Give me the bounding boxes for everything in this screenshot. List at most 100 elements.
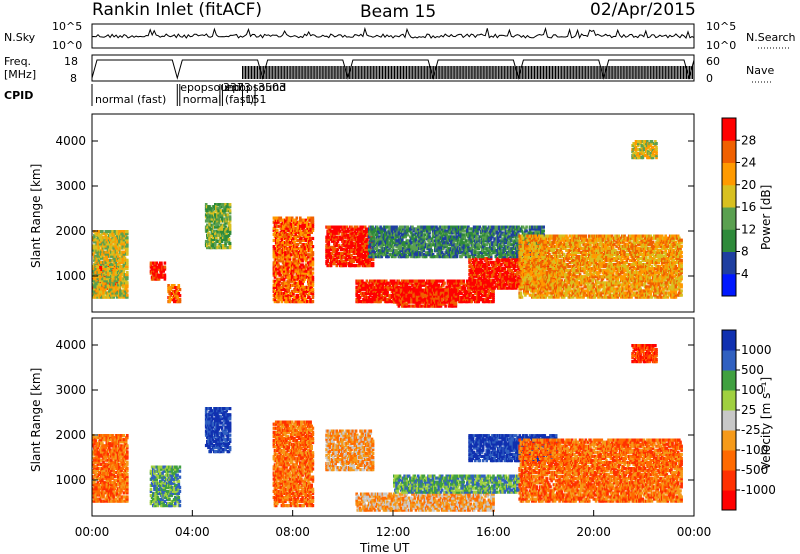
heatmap-cell (276, 229, 279, 232)
heatmap-cell (297, 294, 300, 297)
heatmap-cell (229, 203, 232, 206)
heatmap-cell (444, 305, 447, 308)
heatmap-cell (290, 253, 293, 256)
heatmap-cell (290, 300, 293, 303)
cpid-entry: normal (fast) (95, 93, 166, 106)
heatmap-cell (160, 262, 163, 265)
heatmap-cell (312, 245, 315, 248)
heatmap-cell (407, 280, 410, 283)
heatmap-cell (312, 251, 315, 254)
heatmap-cell (436, 280, 439, 283)
freq-tick-bottom: 8 (70, 72, 77, 85)
heatmap-cell (372, 262, 375, 265)
nave-tick-bottom: 0 (706, 72, 713, 85)
heatmap-cell (500, 263, 503, 266)
heatmap-cell (276, 225, 279, 228)
nsearch-label: N.Search (746, 31, 796, 44)
heatmap-cell (469, 259, 472, 262)
heatmap-cell (126, 236, 129, 239)
nsky-tick-bottom: 10^0 (52, 39, 82, 52)
heatmap-cell (479, 287, 482, 290)
heatmap-cell (310, 241, 313, 244)
heatmap-cell (312, 237, 315, 240)
heatmap-cell (156, 262, 159, 265)
nave-bars (243, 66, 695, 79)
nsky-panel: N.Sky 10^5 10^0 10^5 10^0 N.Search (4, 20, 796, 52)
heatmap-cell (179, 294, 182, 297)
heatmap-cell (126, 271, 129, 274)
heatmap-cell (312, 276, 315, 279)
heatmap-cell (227, 246, 230, 249)
heatmap-cell (297, 243, 300, 246)
heatmap-cell (447, 295, 450, 298)
heatmap-cell (489, 283, 492, 286)
nsearch-tick-top: 10^5 (706, 20, 736, 33)
heatmap-cell (312, 257, 315, 260)
freq-tick-top: 18 (64, 55, 78, 68)
heatmap-cell (274, 247, 277, 250)
heatmap-cell (440, 289, 443, 292)
heatmap-cell (410, 299, 413, 302)
nsearch-tick-bottom: 10^0 (706, 39, 736, 52)
nave-tick-top: 60 (706, 55, 720, 68)
heatmap-cell (280, 217, 283, 220)
heatmap-cell (294, 259, 297, 262)
heatmap-cell (366, 280, 369, 283)
beam-title: Beam 15 (360, 2, 436, 22)
cpid-entry: 151 (246, 93, 267, 106)
heatmap-cell (362, 226, 365, 229)
heatmap-cell (412, 289, 415, 292)
heatmap-cell (443, 282, 446, 285)
heatmap-cell (296, 217, 299, 220)
heatmap-cell (418, 280, 421, 283)
heatmap-cell (229, 242, 232, 245)
heatmap-cell (164, 266, 167, 269)
heatmap-cell (273, 239, 276, 242)
heatmap-cell (408, 305, 411, 308)
heatmap-cell (328, 236, 331, 239)
heatmap-cell (337, 252, 340, 255)
heatmap-cell (442, 289, 445, 292)
heatmap-cell (455, 289, 458, 292)
heatmap-cell (312, 300, 315, 303)
heatmap-cell (107, 230, 110, 233)
heatmap-cell (179, 298, 182, 301)
heatmap-cell (119, 289, 122, 292)
cpid-entry: normal (fast) (183, 93, 254, 106)
nsky-trace (92, 28, 694, 38)
heatmap-cell (126, 281, 129, 284)
heatmap-cell (326, 264, 329, 267)
heatmap-cell (304, 229, 307, 232)
heatmap-cell (312, 267, 315, 270)
heatmap-cell (229, 224, 232, 227)
heatmap-cell (227, 213, 230, 216)
heatmap-cell (126, 259, 129, 262)
heatmap-cell (350, 254, 353, 257)
nave-label: Nave (746, 64, 774, 77)
heatmap-cell (418, 293, 421, 296)
heatmap-cell (228, 238, 231, 241)
cpid-label: CPID (4, 89, 33, 102)
figure: Rankin Inlet (fitACF) Beam 15 02/Apr/201… (0, 0, 800, 554)
nsky-tick-top: 10^5 (52, 20, 82, 33)
freq-panel: Freq. [MHz] 18 8 60 0 Nave (4, 55, 774, 85)
heatmap-cell (359, 296, 362, 299)
heatmap-cell (126, 289, 129, 292)
heatmap-cell (339, 230, 342, 233)
heatmap-cell (333, 258, 336, 261)
heatmap-cell (300, 237, 303, 240)
heatmap-cell (229, 209, 232, 212)
station-title: Rankin Inlet (fitACF) (92, 0, 262, 20)
heatmap-cell (355, 286, 358, 289)
heatmap-cell (179, 288, 182, 291)
date-title: 02/Apr/2015 (590, 0, 696, 20)
heatmap-cell (293, 296, 296, 299)
heatmap-cell (455, 299, 458, 302)
heatmap-cell (305, 251, 308, 254)
heatmap-cell (126, 230, 129, 233)
freq-unit: [MHz] (4, 68, 36, 81)
heatmap-cell (312, 272, 315, 275)
heatmap-cell (277, 263, 280, 266)
freq-label: Freq. (4, 55, 31, 68)
